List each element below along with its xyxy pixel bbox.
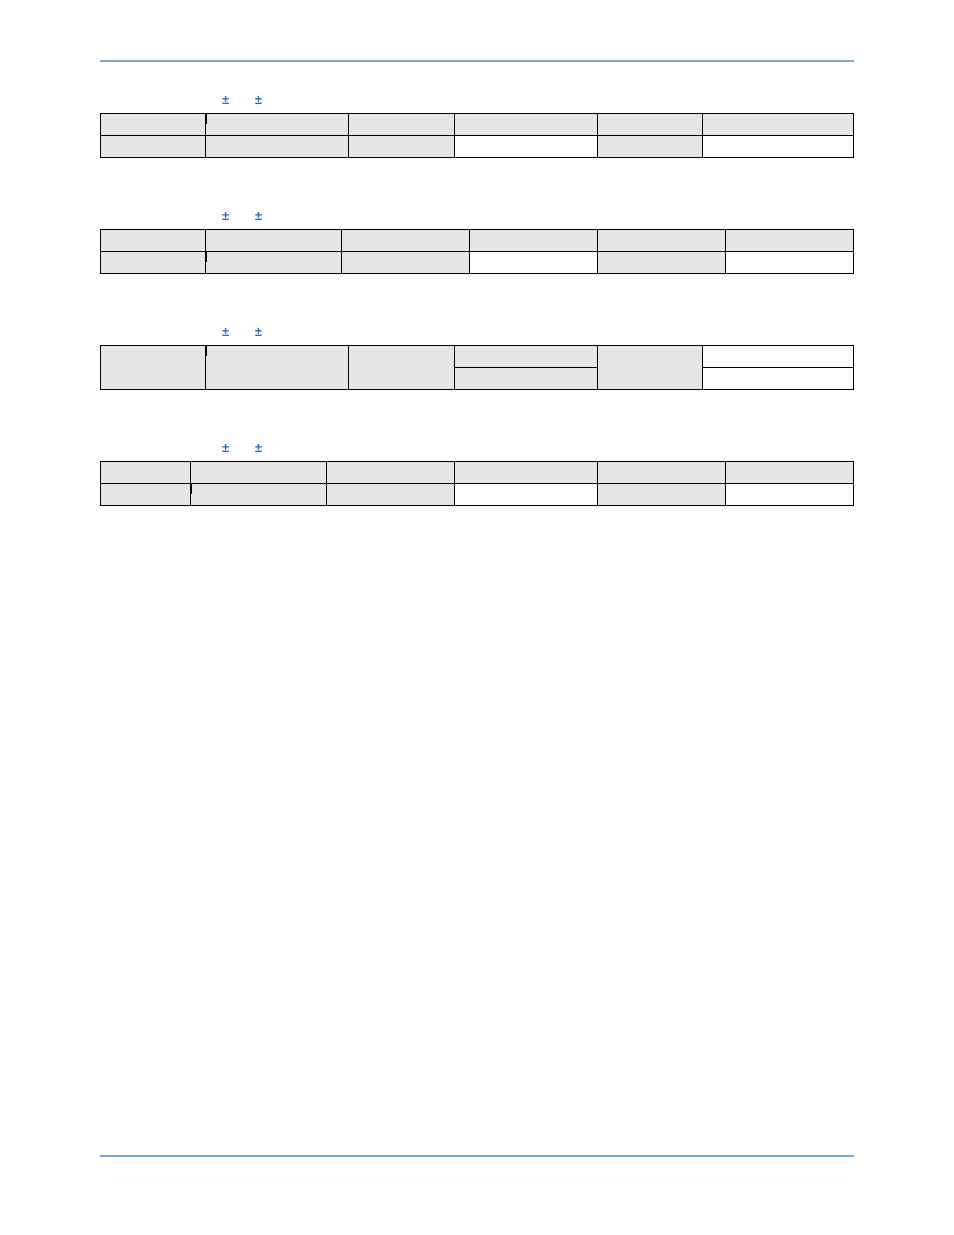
table-caption: ± ±: [100, 440, 854, 455]
plusminus-icon: ±: [253, 92, 264, 107]
table-block-3: ± ±: [100, 324, 854, 390]
table-cell: [101, 136, 206, 158]
table-block-1: ± ±: [100, 92, 854, 158]
table-block-2: ± ±: [100, 208, 854, 274]
table-row: [101, 114, 854, 136]
table-cell: [469, 230, 597, 252]
table-cell: [101, 462, 191, 484]
table-cell: [597, 462, 725, 484]
table-row: [101, 230, 854, 252]
table-row: [101, 252, 854, 274]
table-cell: [349, 346, 454, 390]
table-cell: [349, 114, 454, 136]
table-cell: [341, 230, 469, 252]
plusminus-icon: ±: [220, 208, 231, 223]
table-cell: [454, 462, 597, 484]
table-cell: [206, 346, 349, 390]
table-block-4: ± ±: [100, 440, 854, 506]
plusminus-icon: ±: [220, 440, 231, 455]
table-cell: [725, 230, 853, 252]
table-row: [101, 346, 854, 368]
table-cell: [597, 230, 725, 252]
table-cell: [101, 346, 206, 390]
table-cell: [469, 252, 597, 274]
table-cell: [454, 136, 597, 158]
table-cell: [597, 114, 702, 136]
table-cell: [725, 462, 853, 484]
table-cell: [101, 114, 206, 136]
table-row: [101, 484, 854, 506]
table-cell: [101, 230, 206, 252]
table-cell: [101, 252, 206, 274]
data-table: [100, 113, 854, 158]
page-body: ± ±: [0, 0, 954, 506]
table-cell: [191, 462, 327, 484]
table-cell: [597, 252, 725, 274]
table-cell: [191, 484, 327, 506]
table-cell: [326, 462, 454, 484]
table-cell: [597, 136, 702, 158]
plusminus-icon: ±: [220, 92, 231, 107]
table-cell: [206, 114, 349, 136]
table-cell: [454, 484, 597, 506]
table-cell: [454, 114, 597, 136]
table-cell: [703, 346, 854, 368]
data-table: [100, 461, 854, 506]
table-caption: ± ±: [100, 208, 854, 223]
table-cell: [326, 484, 454, 506]
plusminus-icon: ±: [253, 324, 264, 339]
table-cell: [597, 346, 702, 390]
footer-rule: [100, 1155, 854, 1157]
data-table: [100, 345, 854, 390]
table-cell: [597, 484, 725, 506]
table-row: [101, 462, 854, 484]
table-cell: [703, 368, 854, 390]
table-cell: [101, 484, 191, 506]
header-rule: [100, 60, 854, 62]
table-cell: [454, 368, 597, 390]
plusminus-icon: ±: [253, 440, 264, 455]
table-cell: [349, 136, 454, 158]
table-cell: [341, 252, 469, 274]
plusminus-icon: ±: [220, 324, 231, 339]
table-cell: [206, 136, 349, 158]
table-caption: ± ±: [100, 324, 854, 339]
table-row: [101, 136, 854, 158]
plusminus-icon: ±: [253, 208, 264, 223]
table-cell: [206, 230, 342, 252]
table-cell: [703, 136, 854, 158]
table-cell: [206, 252, 342, 274]
table-cell: [725, 484, 853, 506]
table-caption: ± ±: [100, 92, 854, 107]
table-cell: [725, 252, 853, 274]
data-table: [100, 229, 854, 274]
table-cell: [454, 346, 597, 368]
table-cell: [703, 114, 854, 136]
